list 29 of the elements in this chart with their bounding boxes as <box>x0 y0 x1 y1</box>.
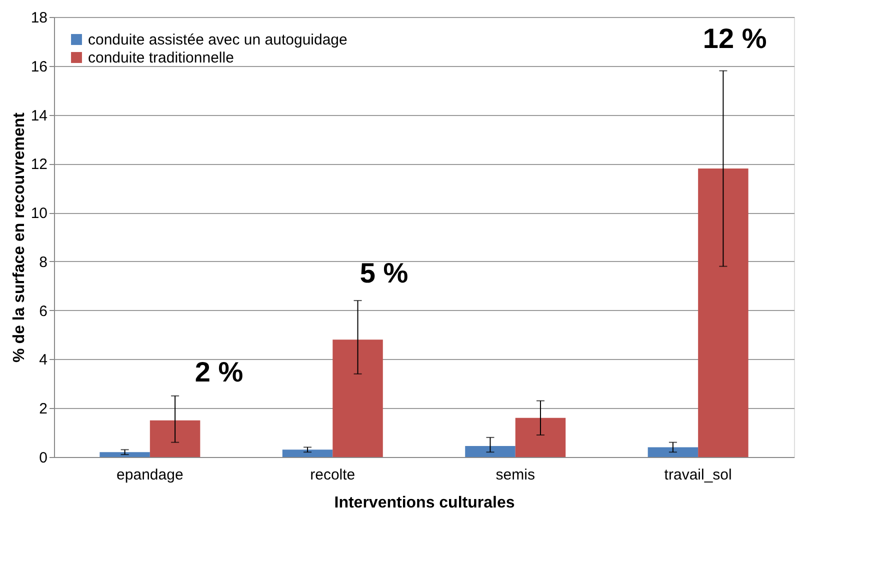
y-tick-label: 0 <box>39 450 48 466</box>
x-tick-label: semis <box>496 466 535 484</box>
bar <box>100 452 150 457</box>
x-tick-label: travail_sol <box>664 466 732 484</box>
bar <box>282 450 333 457</box>
x-axis-title: Interventions culturales <box>334 494 515 512</box>
legend-label: conduite traditionnelle <box>88 50 234 66</box>
bar <box>150 420 200 457</box>
annotation: 2 % <box>194 356 244 388</box>
bar <box>515 418 566 457</box>
x-tick-label: recolte <box>310 466 356 484</box>
y-tick-label: 12 <box>30 156 48 174</box>
annotation: 5 % <box>360 257 408 288</box>
bar <box>332 340 383 457</box>
y-tick-label: 6 <box>39 302 48 320</box>
y-tick-label: 2 <box>39 400 48 418</box>
y-tick-label: 16 <box>30 58 48 76</box>
y-tick-label: 14 <box>30 107 48 124</box>
bar <box>648 447 698 457</box>
y-tick-label: 18 <box>30 10 48 26</box>
y-axis-title: % de la surface en recouvrement <box>10 112 28 362</box>
legend-label: conduite assistée avec un autoguidage <box>88 32 348 48</box>
x-tick-label: epandage <box>116 466 184 484</box>
y-tick-label: 4 <box>39 352 48 369</box>
y-tick-label: 10 <box>30 205 48 222</box>
y-tick-label: 8 <box>39 254 48 271</box>
bar <box>698 168 748 457</box>
annotation: 12 % <box>702 22 767 54</box>
bar <box>465 446 516 457</box>
